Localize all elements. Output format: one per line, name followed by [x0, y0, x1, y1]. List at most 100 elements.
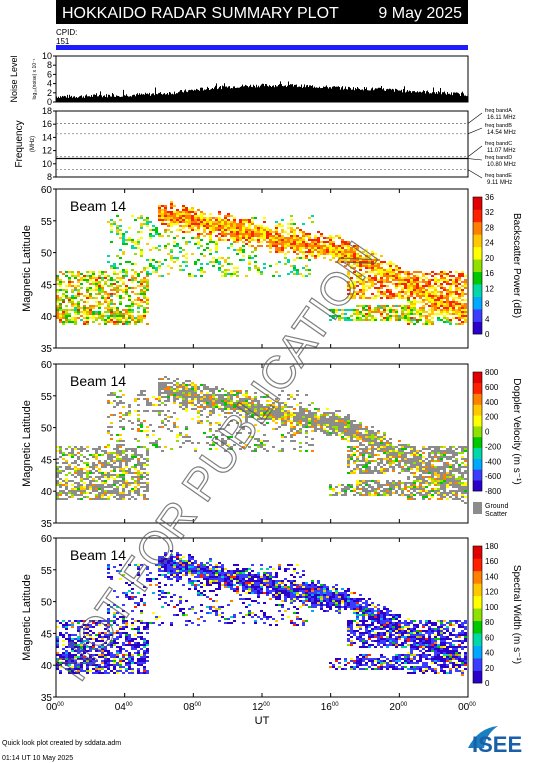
frequency-band-value: 14.54 MHz: [487, 130, 516, 136]
frequency-ytick-label: 8: [47, 172, 52, 182]
lat-ytick-label: 55: [41, 217, 53, 228]
ground-scatter-swatch: [473, 502, 482, 514]
colorbar-tick-label: 120: [485, 588, 499, 597]
noise-ytick-label: 8: [47, 60, 52, 70]
x-tick-minutes: 00: [57, 702, 64, 708]
colorbar-tick-label: -800: [485, 487, 502, 496]
lat-ylabel: Magnetic Latitude: [21, 574, 33, 661]
logo-swoosh: [468, 726, 498, 748]
frequency-band-connector: [467, 112, 483, 124]
colorbar-tick-label: -600: [485, 472, 502, 481]
x-tick-label: 1600: [321, 702, 339, 713]
x-tick-minutes: 00: [332, 702, 339, 708]
colorbar-tick-label: 12: [485, 284, 494, 293]
frequency-band-connector: [467, 145, 483, 157]
lat-ytick-label: 45: [41, 280, 53, 291]
time-axis-label: UT: [255, 715, 270, 727]
colorbar-tick-label: 0: [485, 428, 490, 437]
noise-ytick-label: 2: [47, 88, 52, 98]
lat-ytick-label: 60: [41, 185, 53, 196]
plot-date: 9 May 2025: [378, 5, 462, 22]
frequency-ylabel: Frequency: [14, 120, 25, 167]
title-bar: [56, 0, 468, 24]
logo-text: ISEE: [472, 732, 522, 757]
velocity-panel: Beam 14 35 40 45 50 55 60 Magnetic Latitude -800…: [21, 360, 522, 530]
colorbar-tick-label: 20: [485, 254, 494, 263]
lat-ytick-label: 45: [41, 629, 53, 640]
x-tick-label: 0800: [183, 702, 201, 713]
noise-ylabel: Noise Level: [9, 55, 19, 102]
power-colorbar: 0 4 8 12 16 20 24 28 32 36: [472, 193, 494, 339]
colorbar-tick-label: 4: [485, 315, 490, 324]
frequency-band-label: freq bandD: [485, 155, 512, 161]
cpid-bar: [56, 45, 468, 50]
velocity-colorbar: -800 -600 -400 -200 0 200 400 600 800: [472, 368, 502, 496]
x-tick-minutes: 00: [195, 702, 202, 708]
width-colorbar: 0 20 40 60 80 100 120 140 160 180: [472, 542, 499, 688]
colorbar-label: Spectral Width (m s⁻¹): [511, 565, 522, 664]
lat-ylabel: Magnetic Latitude: [21, 225, 33, 312]
lat-ylabel: Magnetic Latitude: [21, 400, 33, 487]
colorbar-tick-label: 160: [485, 557, 499, 566]
x-tick-minutes: 00: [469, 702, 476, 708]
frequency-band-value: 16.11 MHz: [487, 115, 516, 121]
lat-ytick-label: 40: [41, 487, 53, 498]
time-axis: 0000 0400 0800 1200 1600 2000 0000: [46, 702, 476, 713]
noise-ytick-label: 0: [47, 97, 52, 107]
frequency-frame: [55, 110, 469, 178]
lat-ytick-label: 45: [41, 455, 53, 466]
isee-logo: ISEE: [468, 726, 522, 757]
watermark: NOT FOR PUBLICATION: [46, 232, 388, 690]
colorbar-tick-label: -400: [485, 457, 502, 466]
lat-ytick-label: 40: [41, 661, 53, 672]
colorbar-tick-label: 16: [485, 269, 494, 278]
x-tick-minutes: 00: [126, 702, 133, 708]
frequency-band-connector: [467, 127, 483, 135]
x-tick-label: 0400: [115, 702, 133, 713]
plot-title: HOKKAIDO RADAR SUMMARY PLOT: [62, 5, 339, 22]
lat-ytick-label: 60: [41, 534, 53, 545]
lat-ytick-label: 60: [41, 360, 53, 371]
noise-ytick-label: 10: [42, 51, 52, 61]
colorbar-tick-label: 20: [485, 664, 494, 673]
frequency-ytick-label: 12: [42, 146, 52, 156]
frequency-ytick-label: 14: [42, 132, 52, 142]
width-cells: [56, 550, 467, 676]
lat-ytick-label: 50: [41, 249, 53, 260]
noise-trace: [56, 81, 468, 102]
ground-scatter-label: Ground: [485, 503, 508, 510]
colorbar-tick-label: 40: [485, 649, 494, 658]
cpid-value: 151: [56, 37, 70, 46]
footer-credit: Quick look plot created by sddata.adm: [2, 740, 121, 747]
frequency-band-label: freq bandB: [485, 123, 512, 129]
colorbar-tick-label: 0: [485, 679, 490, 688]
colorbar-tick-label: 180: [485, 542, 499, 551]
frequency-band-label: freq bandA: [485, 108, 512, 114]
frequency-band-connector: [467, 169, 483, 179]
x-tick-label: 0000: [458, 702, 476, 713]
colorbar-tick-label: 24: [485, 239, 494, 248]
colorbar-tick-label: 36: [485, 193, 494, 202]
frequency-band-label: freq bandC: [485, 141, 512, 147]
noise-ytick-label: 4: [47, 79, 52, 89]
colorbar-tick-label: 28: [485, 223, 494, 232]
ground-scatter-label: Scatter: [485, 511, 508, 518]
lat-ytick-label: 50: [41, 424, 53, 435]
colorbar-label: Backscatter Power (dB): [511, 213, 522, 318]
lat-ytick-label: 35: [41, 344, 53, 355]
velocity-cells: [56, 376, 467, 504]
footer-created: 01:14 UT 10 May 2025: [2, 755, 73, 762]
colorbar-tick-label: 100: [485, 603, 499, 612]
frequency-ytick-label: 18: [42, 106, 52, 116]
x-tick-label: 2000: [389, 702, 407, 713]
colorbar-tick-label: 60: [485, 633, 494, 642]
colorbar-tick-label: 600: [485, 383, 499, 392]
x-tick-label: 1200: [252, 702, 270, 713]
lat-ytick-label: 50: [41, 598, 53, 609]
colorbar-tick-label: -200: [485, 442, 502, 451]
lat-ytick-label: 55: [41, 566, 53, 577]
colorbar-tick-label: 8: [485, 300, 490, 309]
lat-ytick-label: 40: [41, 312, 53, 323]
